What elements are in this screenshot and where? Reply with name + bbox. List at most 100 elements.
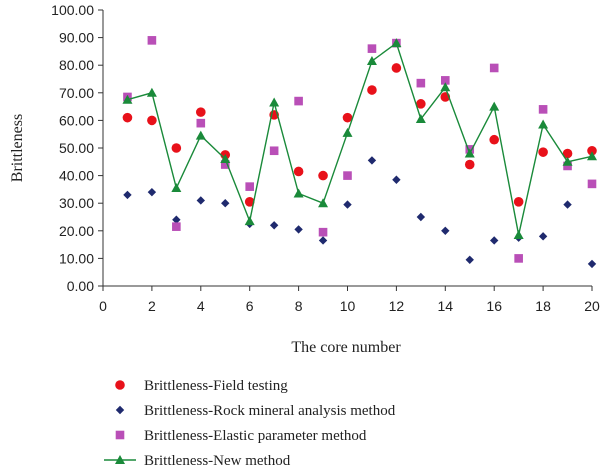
data-point-brittleness-new-method: [489, 101, 500, 111]
data-point-brittleness-field-testing: [391, 63, 402, 73]
x-tick-label: 2: [148, 298, 156, 314]
y-tick-label: 60.00: [59, 112, 94, 128]
data-point-brittleness-rock-mineral-analysis-method: [196, 196, 205, 205]
y-tick-label: 20.00: [59, 223, 94, 239]
y-tick-label: 80.00: [59, 57, 94, 73]
data-point-brittleness-new-method: [318, 198, 329, 208]
data-point-brittleness-new-method: [415, 114, 426, 124]
data-point-brittleness-rock-mineral-analysis-method: [538, 232, 548, 241]
data-point-brittleness-field-testing: [293, 166, 304, 177]
data-point-brittleness-rock-mineral-analysis-method: [441, 226, 450, 235]
data-point-brittleness-field-testing: [489, 134, 500, 145]
data-point-brittleness-elastic-parameter-method: [563, 161, 572, 171]
x-tick-label: 6: [246, 298, 254, 314]
data-point-brittleness-elastic-parameter-method: [587, 179, 597, 189]
x-tick-label: 12: [389, 298, 405, 314]
data-point-brittleness-rock-mineral-analysis-method: [294, 225, 303, 234]
data-point-brittleness-field-testing: [464, 159, 475, 170]
data-point-brittleness-new-method: [513, 229, 524, 239]
data-point-brittleness-new-method: [562, 156, 573, 166]
series-brittleness-field-testing: [122, 63, 597, 207]
data-point-brittleness-rock-mineral-analysis-method: [147, 187, 157, 197]
y-axis-label: Brittleness: [9, 114, 26, 182]
x-tick-label: 14: [438, 298, 454, 314]
data-point-brittleness-rock-mineral-analysis-method: [318, 236, 328, 245]
data-point-brittleness-new-method: [366, 56, 377, 66]
data-point-brittleness-rock-mineral-analysis-method: [416, 212, 426, 222]
legend-item-brittleness-elastic-parameter-method: Brittleness-Elastic parameter method: [115, 428, 367, 444]
data-point-brittleness-elastic-parameter-method: [172, 222, 181, 231]
y-tick-label: 70.00: [59, 85, 94, 101]
legend-label: Brittleness-Field testing: [144, 378, 288, 394]
data-point-brittleness-rock-mineral-analysis-method: [367, 156, 377, 165]
y-tick-label: 100.00: [51, 2, 94, 18]
data-point-brittleness-elastic-parameter-method: [489, 63, 499, 73]
x-tick-label: 0: [99, 298, 107, 314]
x-tick-label: 20: [584, 298, 600, 314]
legend-item-brittleness-rock-mineral-analysis-method: Brittleness-Rock mineral analysis method: [115, 403, 396, 419]
data-point-brittleness-new-method: [440, 82, 451, 92]
legend-marker-brittleness-elastic-parameter-method: [115, 430, 125, 440]
data-point-brittleness-rock-mineral-analysis-method: [269, 221, 279, 230]
data-point-brittleness-field-testing: [513, 197, 524, 207]
data-point-brittleness-field-testing: [367, 85, 377, 95]
legend-item-brittleness-field-testing: Brittleness-Field testing: [115, 378, 288, 394]
axes: [98, 9, 593, 291]
data-point-brittleness-field-testing: [171, 143, 182, 153]
data-point-brittleness-new-method: [195, 130, 206, 140]
data-point-brittleness-new-method: [269, 97, 280, 107]
data-point-brittleness-new-method: [171, 183, 182, 193]
x-tick-label: 10: [340, 298, 356, 314]
data-point-brittleness-elastic-parameter-method: [147, 36, 157, 45]
data-point-brittleness-elastic-parameter-method: [538, 105, 548, 114]
data-point-brittleness-elastic-parameter-method: [416, 78, 426, 88]
data-point-brittleness-elastic-parameter-method: [343, 171, 352, 180]
legend-label: Brittleness-Elastic parameter method: [144, 428, 367, 444]
data-point-brittleness-new-method: [122, 94, 133, 104]
data-point-brittleness-elastic-parameter-method: [245, 182, 254, 191]
legend-marker-brittleness-rock-mineral-analysis-method: [115, 405, 125, 415]
data-point-brittleness-field-testing: [244, 197, 255, 207]
data-point-brittleness-rock-mineral-analysis-method: [587, 259, 597, 269]
data-point-brittleness-elastic-parameter-method: [367, 44, 377, 53]
data-point-brittleness-new-method: [220, 154, 231, 164]
x-tick-label: 4: [197, 298, 205, 314]
data-point-brittleness-field-testing: [538, 147, 548, 157]
data-point-brittleness-rock-mineral-analysis-method: [172, 215, 181, 224]
tick-labels: 0.00 10.00 20.00 30.00 40.00 50.00 60.00 70.00 8…: [51, 2, 600, 314]
data-point-brittleness-rock-mineral-analysis-method: [392, 175, 401, 184]
x-tick-label: 16: [486, 298, 502, 314]
data-point-brittleness-new-method: [293, 188, 304, 198]
data-point-brittleness-rock-mineral-analysis-method: [465, 255, 474, 264]
data-point-brittleness-field-testing: [318, 170, 328, 181]
plot-marks: [122, 36, 597, 269]
data-point-brittleness-new-method: [342, 127, 353, 137]
data-point-brittleness-elastic-parameter-method: [196, 118, 206, 128]
data-point-brittleness-elastic-parameter-method: [294, 96, 303, 106]
legend: Brittleness-Field testing Brittleness-Roc…: [104, 378, 396, 469]
legend-marker-brittleness-field-testing: [115, 380, 125, 390]
data-point-brittleness-rock-mineral-analysis-method: [490, 236, 499, 245]
legend-marker-brittleness-new-method: [115, 455, 125, 464]
data-point-brittleness-elastic-parameter-method: [441, 76, 450, 85]
data-point-brittleness-rock-mineral-analysis-method: [343, 200, 352, 209]
data-point-brittleness-new-method: [391, 38, 402, 48]
series-brittleness-rock-mineral-analysis-method: [123, 156, 597, 269]
data-point-brittleness-elastic-parameter-method: [269, 146, 279, 156]
x-tick-label: 18: [535, 298, 551, 314]
data-point-brittleness-elastic-parameter-method: [514, 254, 523, 263]
data-point-brittleness-field-testing: [562, 148, 573, 159]
data-point-brittleness-new-method: [538, 119, 549, 129]
data-point-brittleness-rock-mineral-analysis-method: [123, 190, 132, 200]
data-point-brittleness-elastic-parameter-method: [220, 160, 230, 169]
data-point-brittleness-field-testing: [122, 112, 133, 123]
data-point-brittleness-elastic-parameter-method: [318, 227, 328, 237]
legend-label: Brittleness-New method: [144, 453, 291, 469]
x-tick-label: 8: [295, 298, 303, 314]
y-tick-label: 40.00: [59, 168, 94, 184]
y-tick-label: 90.00: [59, 30, 94, 46]
y-tick-label: 10.00: [59, 250, 94, 266]
y-tick-label: 0.00: [67, 278, 94, 294]
data-point-brittleness-field-testing: [196, 107, 206, 117]
data-point-brittleness-field-testing: [147, 115, 157, 126]
